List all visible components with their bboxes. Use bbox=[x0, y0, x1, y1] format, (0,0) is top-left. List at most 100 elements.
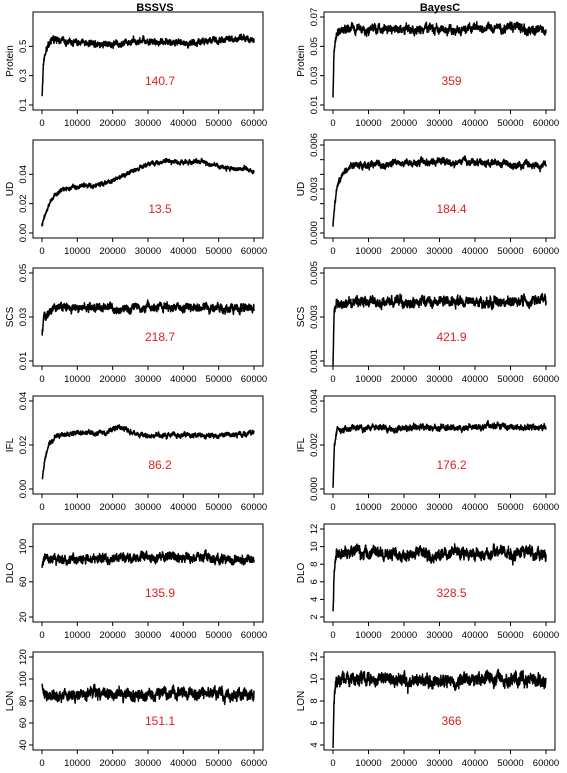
plot-frame-bssvs-ifl bbox=[32, 395, 264, 495]
x-tick-label-bssvs-dlo-1: 10000 bbox=[64, 630, 90, 641]
annotation-bayesc-protein: 359 bbox=[441, 74, 461, 88]
y-tick-label-bayesc-scs-1: 0.003 bbox=[309, 305, 320, 329]
y-tick-label-bayesc-protein-1: 0.03 bbox=[309, 66, 320, 85]
y-tick-label-bayesc-protein-0: 0.01 bbox=[309, 96, 320, 115]
x-tick-label-bssvs-protein-3: 30000 bbox=[135, 118, 161, 129]
column-title-bssvs: BSSVS bbox=[136, 2, 173, 14]
x-tick-label-bayesc-dlo-3: 30000 bbox=[426, 630, 452, 641]
panel-bssvs-lon: 0 10000 20000 30000 40000 50000 60000 40 60 80 100… bbox=[5, 649, 267, 769]
y-tick-label-bssvs-ifl-1: 0.02 bbox=[18, 436, 29, 455]
panel-bayesc-scs: 0 10000 20000 30000 40000 50000 60000 0.001 0.00… bbox=[296, 261, 559, 385]
y-tick-label-bssvs-ud-0: 0.00 bbox=[18, 224, 29, 243]
x-tick-label-bssvs-protein-5: 50000 bbox=[205, 118, 231, 129]
x-tick-label-bssvs-ud-3: 30000 bbox=[135, 246, 161, 257]
annotation-bssvs-protein: 140.7 bbox=[145, 74, 175, 88]
x-tick-label-bayesc-scs-2: 20000 bbox=[391, 374, 417, 385]
y-tick-label-bssvs-ud-1: 0.02 bbox=[18, 194, 29, 213]
x-tick-label-bssvs-scs-3: 30000 bbox=[135, 374, 161, 385]
x-tick-label-bayesc-dlo-1: 10000 bbox=[355, 630, 381, 641]
x-tick-label-bssvs-protein-6: 60000 bbox=[241, 118, 267, 129]
panel-bayesc-lon: 0 10000 20000 30000 40000 50000 60000 4 6 8 10 12 LO… bbox=[296, 651, 559, 769]
annotation-bayesc-scs: 421.9 bbox=[436, 330, 466, 344]
x-tick-label-bayesc-protein-1: 10000 bbox=[355, 118, 381, 129]
y-axis-label-bayesc-scs: SCS bbox=[296, 306, 307, 327]
x-tick-label-bayesc-ud-2: 20000 bbox=[391, 246, 417, 257]
x-tick-label-bssvs-dlo-3: 30000 bbox=[135, 630, 161, 641]
x-tick-label-bssvs-scs-1: 10000 bbox=[64, 374, 90, 385]
plot-frame-bayesc-dlo bbox=[323, 523, 556, 623]
y-tick-label-bssvs-lon-2: 80 bbox=[18, 696, 29, 707]
y-tick-label-bayesc-ifl-1: 0.002 bbox=[309, 433, 320, 457]
plot-frame-bayesc-ifl bbox=[323, 395, 556, 495]
x-tick-label-bssvs-ifl-1: 10000 bbox=[64, 502, 90, 513]
y-tick-label-bssvs-protein-2: 0.5 bbox=[18, 40, 29, 53]
y-tick-label-bssvs-ifl-2: 0.04 bbox=[18, 392, 29, 411]
y-tick-label-bayesc-ud-3: 0.003 bbox=[309, 177, 320, 201]
plot-frame-bssvs-dlo bbox=[32, 523, 264, 623]
x-tick-label-bayesc-lon-1: 10000 bbox=[355, 758, 381, 769]
x-tick-label-bayesc-dlo-0: 0 bbox=[330, 630, 335, 641]
x-tick-label-bssvs-protein-0: 0 bbox=[39, 118, 44, 129]
y-tick-label-bayesc-scs-2: 0.005 bbox=[309, 261, 320, 285]
annotation-bayesc-ud: 184.4 bbox=[436, 202, 466, 216]
y-tick-label-bayesc-protein-3: 0.07 bbox=[309, 8, 320, 27]
x-tick-label-bssvs-ifl-3: 30000 bbox=[135, 502, 161, 513]
panel-grid: 0 10000 20000 30000 40000 50000 600000.10.30.5… bbox=[5, 8, 559, 769]
x-tick-label-bssvs-lon-6: 60000 bbox=[241, 758, 267, 769]
x-tick-label-bayesc-lon-0: 0 bbox=[330, 758, 335, 769]
column-title-bayesc: BayesC bbox=[420, 2, 460, 14]
x-tick-label-bayesc-protein-4: 40000 bbox=[462, 118, 488, 129]
y-tick-label-bayesc-lon-0: 4 bbox=[309, 742, 320, 747]
x-tick-label-bayesc-dlo-6: 60000 bbox=[533, 630, 559, 641]
y-axis-label-bayesc-ifl: IFL bbox=[296, 437, 307, 452]
x-tick-label-bayesc-lon-6: 60000 bbox=[533, 758, 559, 769]
trace-line-bayesc-protein bbox=[332, 20, 547, 98]
x-tick-label-bayesc-scs-0: 0 bbox=[330, 374, 335, 385]
x-tick-label-bssvs-scs-0: 0 bbox=[39, 374, 44, 385]
annotation-bssvs-dlo: 135.9 bbox=[145, 586, 175, 600]
y-tick-label-bayesc-ifl-2: 0.004 bbox=[309, 389, 320, 413]
annotation-bayesc-ifl: 176.2 bbox=[436, 458, 466, 472]
plot-frame-bayesc-lon bbox=[323, 651, 556, 751]
y-tick-label-bayesc-ifl-0: 0.000 bbox=[309, 477, 320, 501]
y-tick-label-bayesc-scs-0: 0.001 bbox=[309, 349, 320, 373]
y-tick-label-bssvs-scs-2: 0.05 bbox=[18, 264, 29, 283]
x-tick-label-bayesc-scs-1: 10000 bbox=[355, 374, 381, 385]
x-tick-label-bssvs-ud-6: 60000 bbox=[241, 246, 267, 257]
trace-line-bayesc-scs bbox=[332, 292, 547, 366]
y-tick-label-bayesc-dlo-0: 2 bbox=[309, 614, 320, 619]
trace-line-bssvs-ifl bbox=[41, 424, 255, 480]
y-axis-label-bssvs-scs: SCS bbox=[5, 306, 16, 327]
y-tick-label-bssvs-lon-1: 60 bbox=[18, 718, 29, 729]
y-tick-label-bssvs-scs-0: 0.01 bbox=[18, 352, 29, 371]
y-tick-label-bssvs-lon-4: 120 bbox=[18, 649, 29, 665]
y-tick-label-bayesc-dlo-3: 8 bbox=[309, 562, 320, 567]
y-tick-label-bayesc-dlo-2: 6 bbox=[309, 579, 320, 584]
x-tick-label-bayesc-scs-6: 60000 bbox=[533, 374, 559, 385]
x-tick-label-bssvs-dlo-0: 0 bbox=[39, 630, 44, 641]
x-tick-label-bayesc-ifl-3: 30000 bbox=[426, 502, 452, 513]
panel-bayesc-dlo: 0 10000 20000 30000 40000 50000 60000 2 4 6 8 10 12 D… bbox=[296, 523, 559, 641]
x-tick-label-bssvs-lon-2: 20000 bbox=[99, 758, 125, 769]
x-tick-label-bayesc-ifl-5: 50000 bbox=[497, 502, 523, 513]
x-tick-label-bayesc-ud-1: 10000 bbox=[355, 246, 381, 257]
x-tick-label-bayesc-ud-6: 60000 bbox=[533, 246, 559, 257]
trace-line-bssvs-protein bbox=[41, 33, 255, 97]
y-tick-label-bssvs-protein-1: 0.3 bbox=[18, 69, 29, 82]
panel-bayesc-protein: 0 10000 20000 30000 40000 50000 60000 0.01 0.03 0… bbox=[296, 8, 559, 129]
annotation-bayesc-dlo: 328.5 bbox=[436, 586, 466, 600]
annotation-bssvs-lon: 151.1 bbox=[145, 714, 175, 728]
y-axis-label-bayesc-protein: Protein bbox=[296, 45, 307, 77]
x-tick-label-bssvs-ud-2: 20000 bbox=[99, 246, 125, 257]
panel-bssvs-protein: 0 10000 20000 30000 40000 50000 60000 0.1 0.3 0.5… bbox=[5, 11, 267, 129]
x-tick-label-bayesc-lon-4: 40000 bbox=[462, 758, 488, 769]
x-tick-label-bayesc-protein-5: 50000 bbox=[497, 118, 523, 129]
annotation-bssvs-ud: 13.5 bbox=[148, 202, 172, 216]
x-tick-label-bayesc-scs-3: 30000 bbox=[426, 374, 452, 385]
panel-bssvs-ud: 0 10000 20000 30000 40000 50000 60000 0.00 0.02 0… bbox=[5, 139, 267, 257]
x-tick-label-bssvs-scs-5: 50000 bbox=[205, 374, 231, 385]
annotation-bssvs-scs: 218.7 bbox=[145, 330, 175, 344]
x-tick-label-bayesc-lon-3: 30000 bbox=[426, 758, 452, 769]
y-axis-label-bssvs-ud: UD bbox=[5, 182, 16, 196]
y-tick-label-bssvs-dlo-0: 20 bbox=[18, 612, 29, 623]
